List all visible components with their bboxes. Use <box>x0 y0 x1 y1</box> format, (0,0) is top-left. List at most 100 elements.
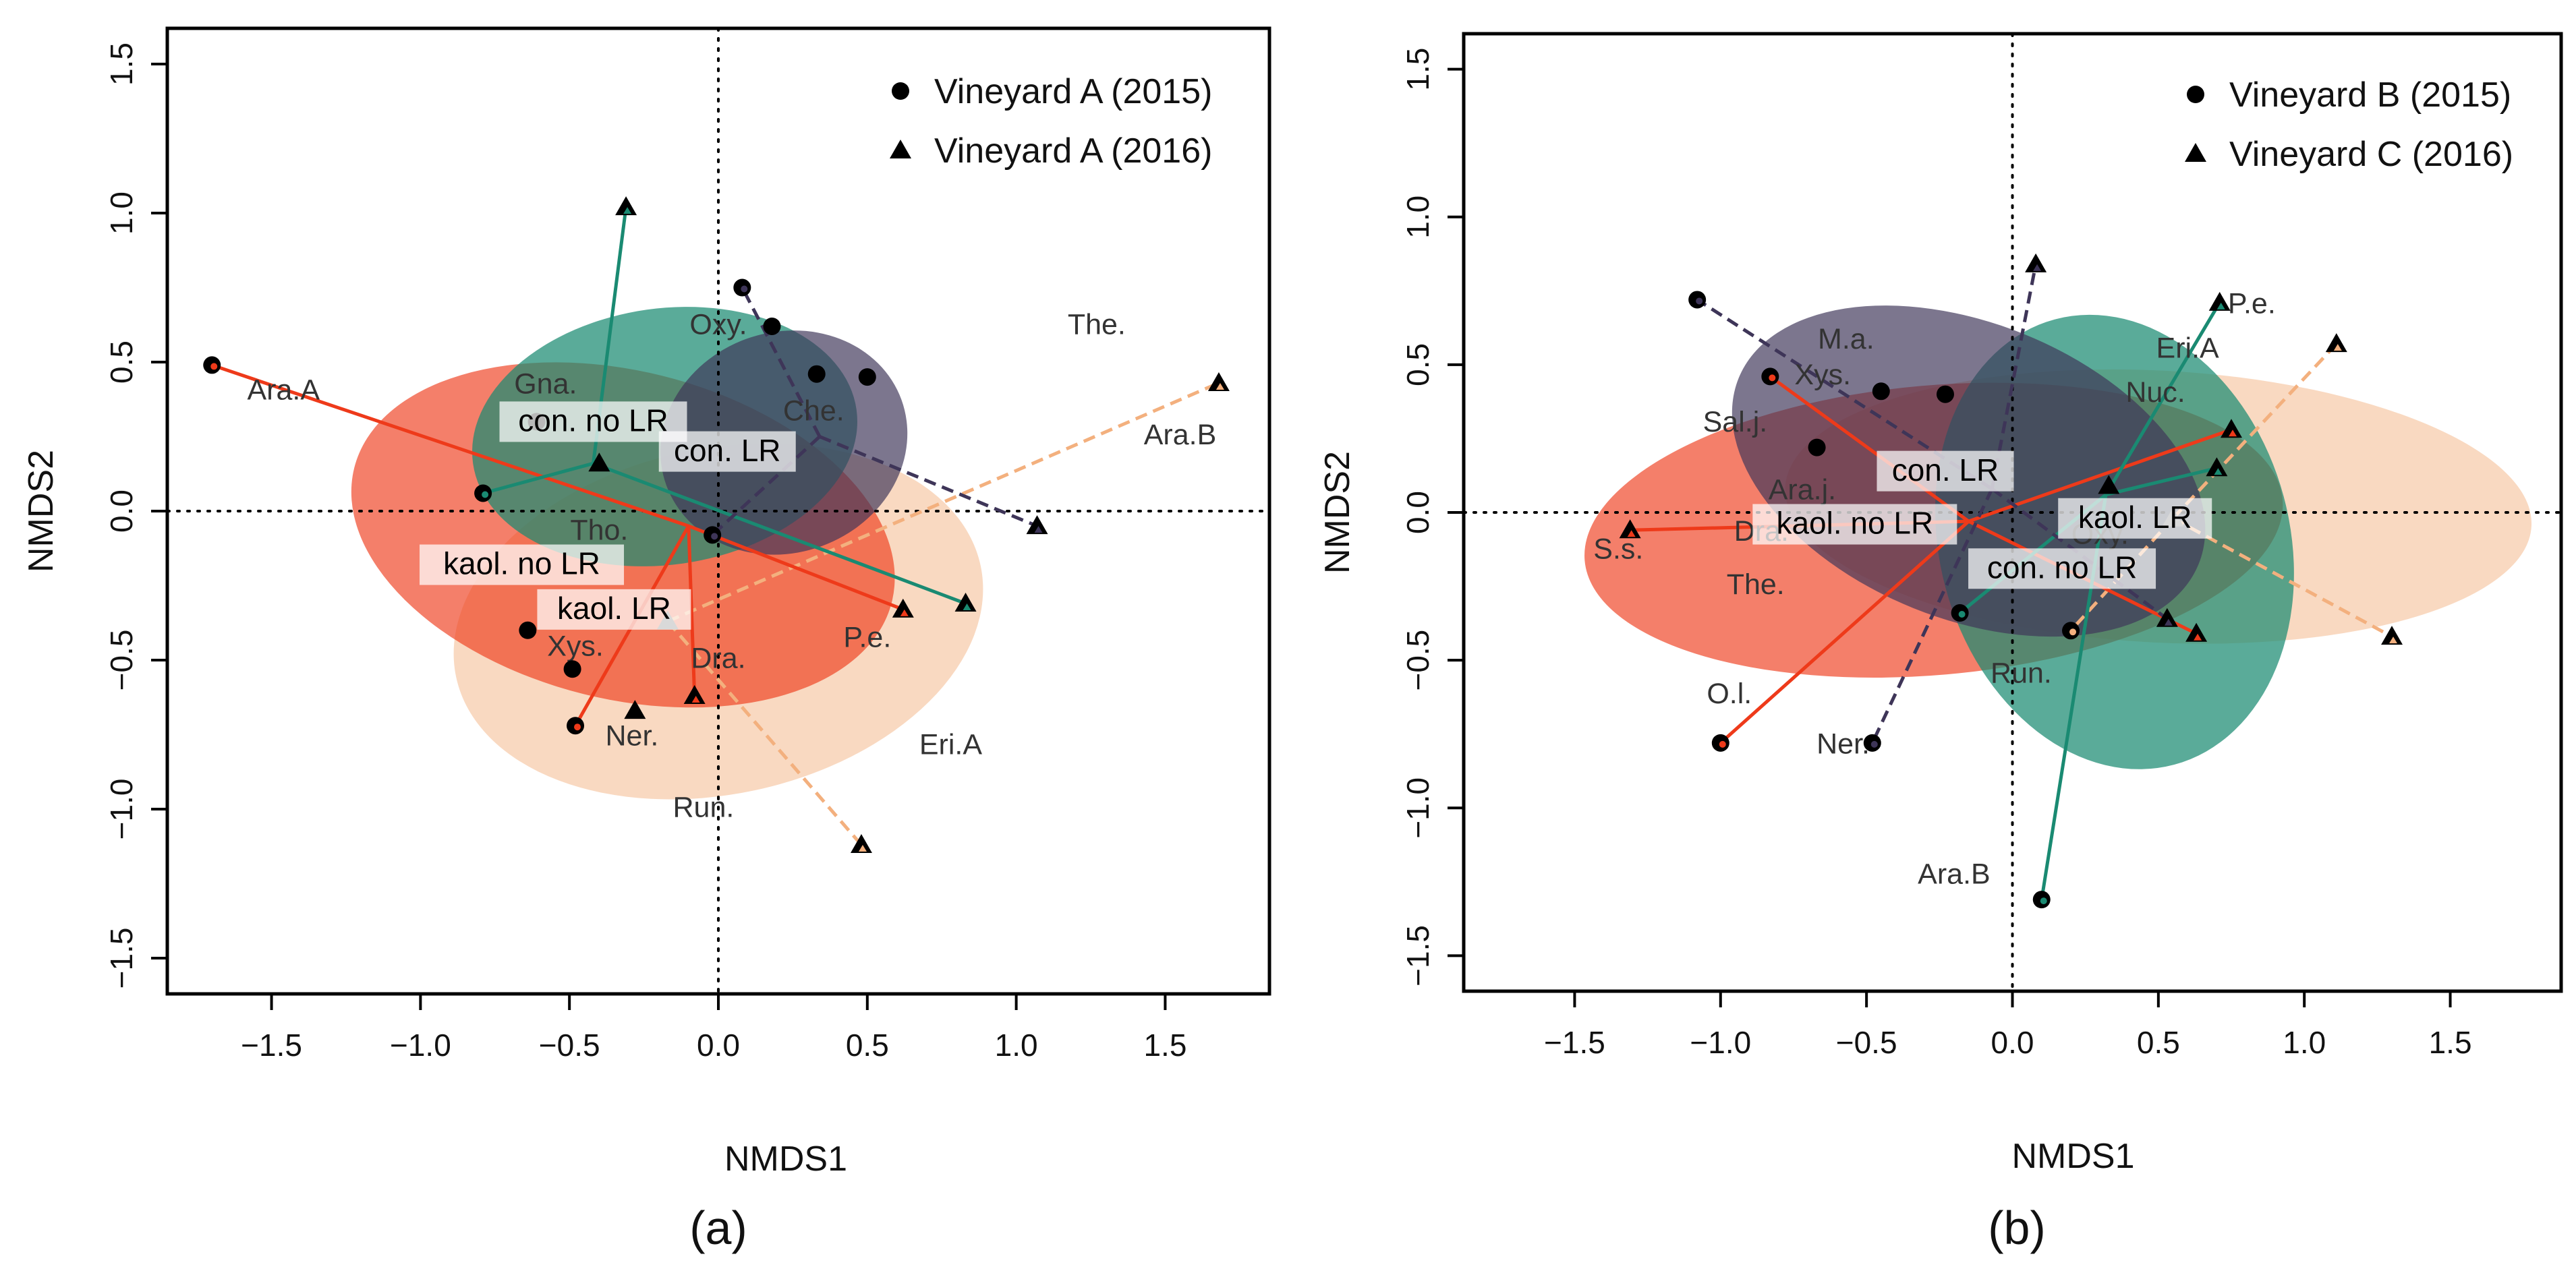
y-tick-label: −1.5 <box>104 928 139 989</box>
x-tick-label: −0.5 <box>1836 1025 1897 1060</box>
spider-kaol-no-LR-2 <box>687 526 697 697</box>
point-extra-0-circle <box>763 317 781 335</box>
group-label-box <box>420 544 625 585</box>
x-tick-label: 1.0 <box>995 1028 1038 1063</box>
spider-con-LR-2 <box>711 435 821 537</box>
y-axis-title: NMDS2 <box>1318 451 1357 574</box>
legend: Vineyard A (2015) Vineyard A (2016) <box>890 72 1212 171</box>
point-kaol-no-LR-3-triangle <box>892 598 914 618</box>
x-tick-label: 0.5 <box>846 1028 889 1063</box>
species-label: P.e. <box>843 621 891 653</box>
spider-con-LR-2 <box>1870 487 1994 744</box>
species-label: Ara.A <box>247 374 320 407</box>
y-tick-label: −1.5 <box>1400 925 1435 986</box>
point-extra-0-circle <box>1872 382 1890 401</box>
point-extra-1-circle <box>1936 385 1954 403</box>
point-kaol-no-LR-1-circle-dot <box>1719 740 1726 748</box>
spider-con-no-LR-1 <box>482 461 594 495</box>
point-con-LR-1-triangle <box>2025 253 2047 272</box>
x-tick-label: 0.5 <box>2137 1025 2180 1060</box>
point-kaol-LR-1-triangle-dot <box>858 845 867 852</box>
point-extra-6-triangle <box>624 700 646 719</box>
group-label-kaol-LR: kaol. LR <box>557 591 671 626</box>
point-extra-3-triangle <box>2098 475 2120 494</box>
species-label: Che. <box>783 395 845 427</box>
y-tick-label: −0.5 <box>104 630 139 691</box>
point-con-no-LR-2-triangle <box>954 593 977 612</box>
panel-label: (a) <box>689 1202 747 1254</box>
plot-area: Ara.A Gna. Oxy. Che. The. Ara.B Tho. P.e. Xys. Dr… <box>167 28 1269 994</box>
species-label: Gna. <box>514 368 577 401</box>
spider-con-no-LR-1 <box>2105 466 2217 497</box>
species-label: M.a. <box>1818 323 1874 355</box>
point-kaol-no-LR-4-triangle-dot <box>2194 633 2202 641</box>
species-label: Sal.j. <box>1703 406 1768 438</box>
point-kaol-no-LR-0-circle-dot <box>210 363 218 370</box>
species-label: Ara.j. <box>1769 474 1836 506</box>
species-label: Ara.B <box>1918 858 1991 890</box>
point-kaol-LR-0-triangle-dot <box>2389 637 2398 644</box>
group-label-box <box>1968 548 2156 589</box>
x-tick-label: 0.0 <box>697 1028 740 1063</box>
group-label-con-no-LR: con. no LR <box>518 403 668 438</box>
y-tick-label: 0.0 <box>104 490 139 533</box>
point-con-no-LR-3-circle-dot <box>1958 611 1966 618</box>
spider-con-no-LR-2 <box>592 461 967 605</box>
legend: Vineyard B (2015) Vineyard C (2016) <box>2185 76 2513 174</box>
x-axis-title: NMDS1 <box>2011 1137 2134 1176</box>
species-label: Tho. <box>570 514 628 546</box>
y-axis-title: NMDS2 <box>22 450 61 572</box>
x-tick-label: 1.0 <box>2283 1025 2326 1060</box>
point-kaol-LR-0-triangle <box>2381 626 2403 645</box>
species-label: Nuc. <box>2125 376 2185 409</box>
species-label: Eri.A <box>2156 332 2220 364</box>
point-kaol-no-LR-4-triangle <box>2185 622 2208 642</box>
plot-area: M.a.Xys.Sal.j.Ara.j.Dra.S.s.The.P.e.Eri.… <box>1464 34 2561 991</box>
species-label: P.e. <box>2228 288 2276 320</box>
panel-b: M.a.Xys.Sal.j.Ara.j.Dra.S.s.The.P.e.Eri.… <box>1318 32 2563 1254</box>
x-tick-label: −1.5 <box>1544 1025 1605 1060</box>
point-con-no-LR-2-triangle-dot <box>963 603 971 611</box>
group-label-box <box>499 401 687 442</box>
species-label: Xys. <box>1794 359 1851 391</box>
species-label: Ner. <box>1816 728 1870 761</box>
point-kaol-no-LR-2-triangle <box>683 685 706 705</box>
spider-con-LR-0 <box>741 287 822 438</box>
species-label: The. <box>1727 568 1785 601</box>
spider-kaol-LR-0 <box>666 381 1220 623</box>
x-tick-label: −1.0 <box>390 1028 451 1063</box>
x-tick-label: −1.0 <box>1690 1025 1751 1060</box>
species-label: The. <box>1068 308 1126 341</box>
species-label: Run. <box>672 791 734 823</box>
point-con-LR-0-circle-dot <box>1696 297 1703 305</box>
group-label-box <box>1877 450 2014 492</box>
point-con-LR-1-triangle-dot <box>2033 264 2042 271</box>
point-con-LR-3-triangle-dot <box>2164 618 2173 626</box>
group-label-kaol-no-LR: kaol. no LR <box>443 546 600 581</box>
point-kaol-no-LR-2-triangle-dot <box>691 696 700 703</box>
species-label: Eri.A <box>919 729 983 761</box>
point-kaol-LR-1-triangle-dot <box>2333 344 2342 351</box>
y-tick-label: 1.5 <box>104 42 139 86</box>
point-kaol-LR-0-triangle-dot <box>1215 382 1224 390</box>
legend-marker-0-circle <box>2187 86 2204 103</box>
y-tick-label: −1.0 <box>1400 777 1435 839</box>
point-con-LR-3-triangle <box>2156 608 2178 627</box>
point-con-LR-2-circle-dot <box>711 533 718 540</box>
spider-kaol-LR-1 <box>666 620 863 846</box>
spider-con-LR-1 <box>819 435 1038 528</box>
point-kaol-no-LR-3-triangle-dot <box>2229 430 2237 437</box>
point-con-no-LR-0-triangle <box>2208 291 2231 311</box>
panel-label: (b) <box>1988 1202 2046 1254</box>
point-con-no-LR-1-triangle-dot <box>2214 468 2223 475</box>
spider-kaol-LR-1 <box>2171 343 2338 520</box>
x-tick-label: 1.5 <box>1143 1028 1186 1063</box>
species-label: Ara.B <box>1144 419 1217 451</box>
species-label: O.l. <box>1707 678 1752 710</box>
point-kaol-no-LR-1-circle-dot <box>574 723 581 731</box>
point-kaol-LR-1-triangle <box>850 834 872 854</box>
spider-con-LR-3 <box>1991 487 2169 620</box>
group-label-con-LR: con. LR <box>1892 452 1999 487</box>
x-axis-title: NMDS1 <box>724 1140 847 1179</box>
